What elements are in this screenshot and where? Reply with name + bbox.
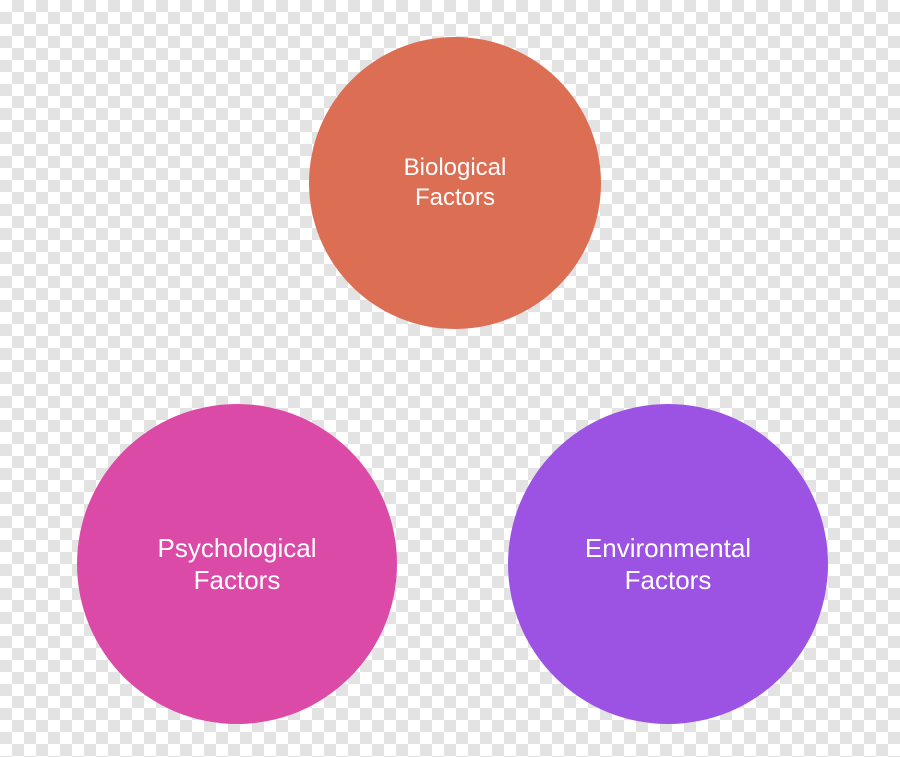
circle-environmental: Environmental Factors: [508, 404, 828, 724]
circle-biological-label: Biological Factors: [404, 153, 507, 213]
circle-psychological: Psychological Factors: [77, 404, 397, 724]
circle-environmental-label: Environmental Factors: [585, 532, 751, 597]
circle-psychological-label: Psychological Factors: [158, 532, 317, 597]
circle-biological: Biological Factors: [309, 37, 601, 329]
